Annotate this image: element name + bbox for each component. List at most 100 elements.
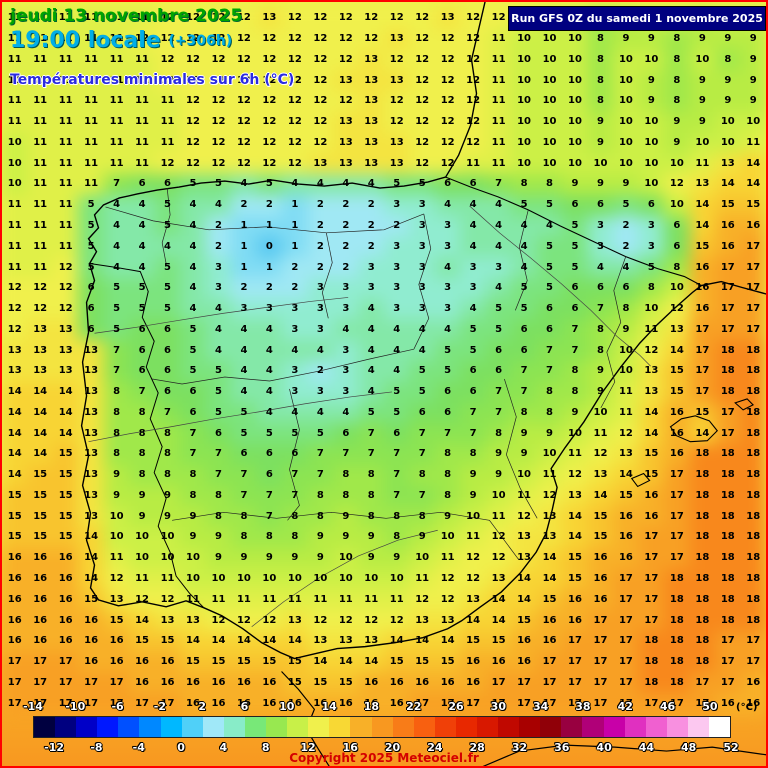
temp-value: 13 xyxy=(33,344,48,356)
temp-value: 13 xyxy=(313,635,328,647)
temp-value: 18 xyxy=(644,635,659,647)
temp-value: 2 xyxy=(316,365,324,377)
temp-color-cell xyxy=(52,630,79,652)
temp-value: 12 xyxy=(669,303,684,315)
temp-value: 3 xyxy=(291,323,299,335)
temp-value: 4 xyxy=(316,344,324,356)
temp-color-cell xyxy=(129,693,155,714)
temp-value: 14 xyxy=(440,635,455,647)
temp-value: 16 xyxy=(517,635,532,647)
temp-value: 18 xyxy=(644,656,659,668)
temp-value: 7 xyxy=(316,469,324,481)
temp-value: 4 xyxy=(444,261,452,273)
temp-value: 8 xyxy=(444,469,452,481)
temp-value: 16 xyxy=(593,593,608,605)
temp-value: 6 xyxy=(546,323,554,335)
temp-value: 5 xyxy=(113,282,121,294)
temp-value: 17 xyxy=(720,676,735,688)
temp-value: 1 xyxy=(240,261,248,273)
temp-value: 18 xyxy=(695,448,710,460)
temp-value: 6 xyxy=(240,448,248,460)
temp-value: 15 xyxy=(58,531,73,543)
temp-value: 15 xyxy=(7,510,22,522)
temp-value: 11 xyxy=(618,386,633,398)
temp-value: 5 xyxy=(164,261,172,273)
temp-color-cell xyxy=(27,174,53,195)
legend-color-segment xyxy=(329,717,351,737)
temp-value: 12 xyxy=(491,552,506,564)
temp-value: 2 xyxy=(342,199,350,211)
temp-value: 10 xyxy=(720,116,735,128)
temp-value: 18 xyxy=(720,510,735,522)
temp-value: 13 xyxy=(58,323,73,335)
temp-value: 2 xyxy=(622,240,630,252)
temp-value: 10 xyxy=(160,552,175,564)
temp-value: 7 xyxy=(596,303,604,315)
temp-value: 17 xyxy=(618,573,633,585)
temp-value: 17 xyxy=(644,593,659,605)
temp-value: 12 xyxy=(313,116,328,128)
legend-label: 42 xyxy=(617,700,633,713)
temp-value: 5 xyxy=(520,282,528,294)
temp-value: 5 xyxy=(316,427,324,439)
temp-value: 8 xyxy=(546,386,554,398)
temp-value: 12 xyxy=(211,95,226,107)
temp-value: 12 xyxy=(262,95,277,107)
temp-value: 2 xyxy=(240,282,248,294)
temp-value: 3 xyxy=(291,386,299,398)
temp-value: 18 xyxy=(695,656,710,668)
temp-value: 7 xyxy=(164,406,172,418)
legend-color-segment xyxy=(34,717,56,737)
temp-value: 9 xyxy=(622,323,630,335)
temp-value: 4 xyxy=(418,344,426,356)
temp-value: 17 xyxy=(160,697,175,709)
temp-value: 12 xyxy=(7,323,22,335)
temp-value: 10 xyxy=(287,573,302,585)
temp-value: 12 xyxy=(669,178,684,190)
temp-value: 5 xyxy=(189,344,197,356)
temp-value: 13 xyxy=(440,12,455,24)
legend-color-segment xyxy=(582,717,604,737)
temp-value: 4 xyxy=(495,282,503,294)
temp-value: 14 xyxy=(746,157,761,169)
time-title: 19:00 locale (+306h) xyxy=(10,28,232,53)
temp-value: 5 xyxy=(189,178,197,190)
temp-value: 3 xyxy=(393,199,401,211)
temp-color-cell xyxy=(2,464,28,486)
temp-value: 10 xyxy=(491,489,506,501)
temp-value: 7 xyxy=(418,489,426,501)
temp-value: 15 xyxy=(720,199,735,211)
temp-value: 9 xyxy=(495,469,503,481)
temp-value: 9 xyxy=(342,510,350,522)
temp-value: 7 xyxy=(316,448,324,460)
temp-value: 6 xyxy=(469,365,477,377)
temp-value: 6 xyxy=(571,199,579,211)
temp-value: 8 xyxy=(571,386,579,398)
temp-value: 4 xyxy=(316,406,324,418)
temp-value: 10 xyxy=(517,157,532,169)
temp-value: 4 xyxy=(495,220,503,232)
temp-value: 1 xyxy=(240,240,248,252)
temp-value: 1 xyxy=(291,240,299,252)
temp-value: 13 xyxy=(491,573,506,585)
temp-value: 7 xyxy=(214,448,222,460)
temp-value: 4 xyxy=(138,199,146,211)
temp-value: 14 xyxy=(695,427,710,439)
temp-color-cell xyxy=(52,444,79,465)
temp-value: 12 xyxy=(262,614,277,626)
temp-value: 17 xyxy=(720,656,735,668)
temp-value: 15 xyxy=(695,240,710,252)
temp-value: 18 xyxy=(720,593,735,605)
temp-value: 10 xyxy=(542,157,557,169)
temp-value: 14 xyxy=(33,427,48,439)
temp-value: 5 xyxy=(87,261,95,273)
legend-label: 52 xyxy=(723,741,739,754)
temp-value: 4 xyxy=(393,323,401,335)
temp-value: 17 xyxy=(720,635,735,647)
temp-value: 10 xyxy=(7,157,22,169)
temp-value: 7 xyxy=(291,469,299,481)
temp-value: 18 xyxy=(746,489,761,501)
temp-value: 14 xyxy=(491,593,506,605)
temp-value: 18 xyxy=(695,489,710,501)
